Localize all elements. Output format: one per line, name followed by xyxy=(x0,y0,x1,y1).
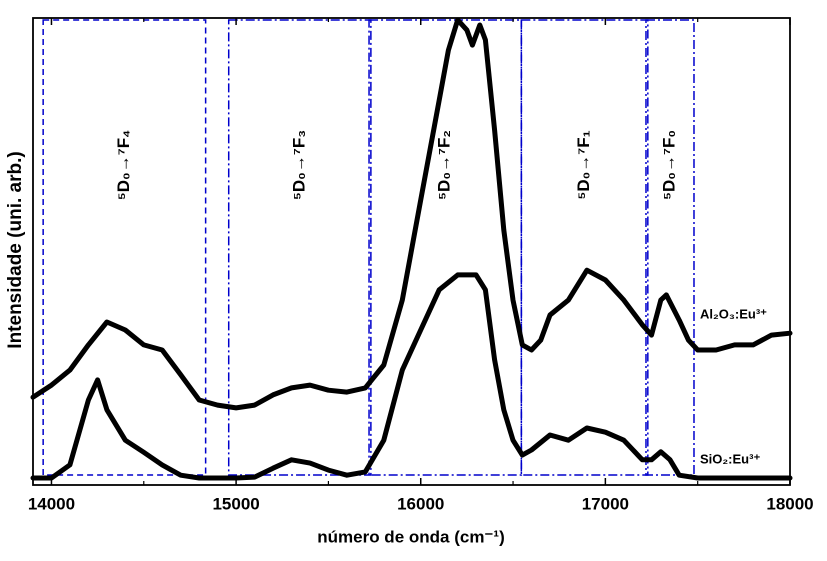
x-tick-label: 16000 xyxy=(397,494,444,513)
x-tick-label: 14000 xyxy=(28,494,75,513)
region-label: ⁵D₀→⁷F₂ xyxy=(435,130,454,200)
region-label: ⁵D₀→⁷F₄ xyxy=(114,130,133,200)
region-label: ⁵D₀→⁷F₃ xyxy=(289,130,308,200)
x-tick-label: 18000 xyxy=(766,494,813,513)
series-label: SiO₂:Eu³⁺ xyxy=(700,451,760,466)
region-label: ⁵D₀→⁷F₀ xyxy=(659,130,678,200)
x-tick-label: 15000 xyxy=(212,494,259,513)
region-box xyxy=(645,19,695,476)
spectrum-line xyxy=(30,17,793,411)
series-label: Al₂O₃:Eu³⁺ xyxy=(700,307,767,322)
plot-frame xyxy=(32,17,791,486)
region-label: ⁵D₀→⁷F₁ xyxy=(574,130,593,199)
y-axis-label: Intensidade (uni. arb.) xyxy=(5,151,26,348)
region-box xyxy=(42,19,207,476)
x-tick-label: 17000 xyxy=(582,494,629,513)
x-axis-label: número de onda (cm⁻¹) xyxy=(317,527,504,546)
region-box xyxy=(227,19,372,476)
spectrum-line xyxy=(30,272,793,481)
region-box xyxy=(520,19,649,476)
